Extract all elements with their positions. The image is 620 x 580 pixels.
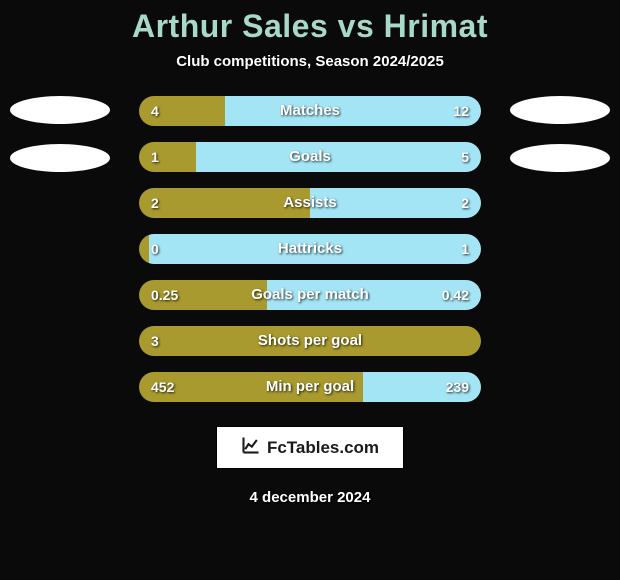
bar-value-right: 5 [461,142,469,172]
chart-icon [241,435,261,460]
bar-value-left: 3 [151,326,159,356]
bar-value-left: 4 [151,96,159,126]
bar-row: Assists2 2 [139,188,481,218]
bar-value-right: 1 [461,234,469,264]
bars-container: Matches412Goals15Assists22Hattricks01Goa… [139,96,481,402]
bar-value-right: 12 [453,96,469,126]
bar-row: Shots per goal3 [139,326,481,356]
bar-value-right: 239 [446,372,469,402]
subtitle: Club competitions, Season 2024/2025 [176,53,444,70]
bar-label: Hattricks [139,234,481,264]
player1-badge-placeholder [10,144,110,172]
player2-badge-placeholder [510,144,610,172]
player1-badge-placeholder [10,96,110,124]
bar-row: Matches4 12 [139,96,481,126]
bar-row: Hattricks0 1 [139,234,481,264]
bar-value-right: 2 [461,188,469,218]
footer-site: FcTables.com [267,438,379,458]
player2-name: Hrimat [384,8,488,44]
bar-value-left: 452 [151,372,174,402]
player2-badge-placeholder [510,96,610,124]
footer-date: 4 december 2024 [250,489,371,506]
bar-label: Matches [139,96,481,126]
bar-label: Goals [139,142,481,172]
player1-name: Arthur Sales [132,8,328,44]
bar-label: Shots per goal [139,326,481,356]
chart-area: Matches412Goals15Assists22Hattricks01Goa… [0,96,620,402]
bar-label: Assists [139,188,481,218]
bar-value-left: 0 [151,234,159,264]
vs-text: vs [338,8,375,44]
bar-row: Min per goal452 239 [139,372,481,402]
footer-badge: FcTables.com [216,426,404,469]
bar-label: Goals per match [139,280,481,310]
bar-row: Goals1 5 [139,142,481,172]
bar-value-left: 1 [151,142,159,172]
bar-value-left: 0.25 [151,280,178,310]
bar-value-left: 2 [151,188,159,218]
bar-row: Goals per match0.25 0.42 [139,280,481,310]
comparison-infographic: Arthur Sales vs Hrimat Club competitions… [0,0,620,580]
bar-value-right: 0.42 [442,280,469,310]
bar-label: Min per goal [139,372,481,402]
title: Arthur Sales vs Hrimat [132,8,488,45]
